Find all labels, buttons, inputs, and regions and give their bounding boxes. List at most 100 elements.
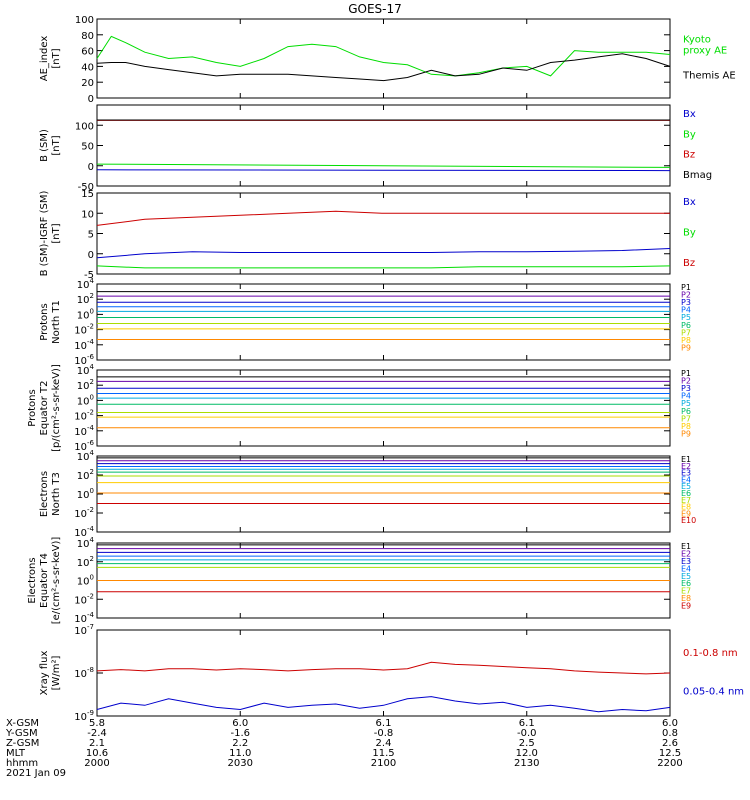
y-axis-label: Electrons (39, 471, 50, 517)
y-tick-label: 10-8 (74, 666, 94, 680)
y-axis-label: B (SM)-IGRF (SM) (39, 191, 50, 277)
legend-label: P5 (681, 399, 691, 408)
y-tick-label: 10-2 (74, 592, 94, 606)
y-tick-label: 10-4 (74, 611, 94, 625)
panel-frame (96, 104, 671, 187)
x-tick-value: 2030 (228, 758, 253, 769)
y-tick-label: 100 (77, 574, 94, 588)
series-line (96, 210, 670, 226)
series-line (96, 265, 671, 269)
x-tick-value: -0.0 (517, 728, 537, 739)
y-tick-label: 10-6 (74, 353, 94, 367)
panel-2: -50 0 50 100 B (SM) [nT] Bx By Bz Bmag (39, 104, 712, 193)
legend-label: P8 (681, 422, 691, 431)
y-tick-label: 100 (75, 15, 94, 26)
legend-label: E8 (681, 594, 691, 603)
legend-label: P6 (681, 321, 691, 330)
x-tick-value: -0.8 (374, 728, 394, 739)
x-tick-value: -1.6 (230, 728, 250, 739)
y-tick-label: 10-2 (74, 409, 94, 423)
legend-label: P7 (681, 328, 691, 337)
panel-frame (96, 192, 671, 275)
y-tick-label: 102 (77, 555, 94, 569)
series-line (96, 35, 671, 77)
legend-label: P1 (681, 283, 691, 292)
x-row-label: X-GSM (6, 718, 39, 729)
x-tick-value: 12.5 (659, 748, 681, 759)
y-axis-label: Equator T2 (39, 381, 50, 436)
y-axis-label: Protons (27, 389, 38, 426)
y-axis-label: Xray flux (39, 651, 50, 696)
y-tick-label: 50 (81, 142, 94, 153)
legend-label: P3 (681, 384, 691, 393)
legend-label: P8 (681, 336, 691, 345)
y-tick-label: 100 (77, 307, 94, 321)
figure-title: GOES-17 (348, 2, 402, 16)
panel-3: -5 0 5 10 15 B (SM)-IGRF (SM) [nT] Bx By Bz (39, 189, 696, 281)
x-tick-value: 0.8 (662, 728, 678, 739)
legend-label: Bx (683, 109, 696, 120)
legend-label: P3 (681, 298, 691, 307)
x-row-label: 2021 Jan 09 (6, 768, 66, 779)
y-axis-label: Equator T4 (39, 553, 50, 608)
legend-label: Bx (683, 197, 696, 208)
series-line (96, 696, 671, 713)
y-tick-label: 104 (77, 449, 95, 463)
x-tick-value: 2000 (84, 758, 109, 769)
legend-label: E6 (681, 579, 691, 588)
x-tick-value: 2.1 (89, 738, 105, 749)
x-tick-value: 6.1 (376, 718, 392, 729)
legend-label: P9 (681, 343, 691, 352)
y-tick-label: 20 (81, 78, 94, 89)
y-axis-label: [e/(cm²-s-sr-keV)] (51, 537, 62, 625)
x-tick-value: 12.0 (516, 748, 538, 759)
y-tick-label: 80 (81, 31, 94, 42)
y-tick-label: 10-9 (74, 709, 94, 723)
y-tick-label: 104 (77, 536, 95, 550)
series-line (96, 53, 671, 82)
y-tick-label: 0 (88, 250, 94, 261)
x-tick-value: 2.6 (662, 738, 678, 749)
legend-label: E3 (681, 557, 691, 566)
y-axis-label: [nT] (51, 223, 62, 243)
x-row-label: MLT (6, 748, 26, 759)
x-row-label: Y-GSM (5, 728, 38, 739)
y-tick-label: 15 (81, 189, 94, 200)
y-axis-label: [p/(cm²-s-sr-keV)] (51, 364, 62, 452)
legend-label: P4 (681, 306, 691, 315)
legend-label: E1 (681, 455, 691, 464)
legend-label: P6 (681, 407, 691, 416)
legend-label: E7 (681, 496, 691, 505)
y-tick-label: 10-7 (74, 623, 94, 637)
y-tick-label: 10-4 (74, 424, 94, 438)
legend-label: Kyoto (683, 35, 711, 46)
x-tick-value: 10.6 (86, 748, 108, 759)
panel-frame (96, 629, 671, 717)
legend-label: P9 (681, 429, 691, 438)
y-axis-label: North T3 (51, 472, 62, 516)
x-tick-value: 6.1 (519, 718, 535, 729)
legend-label: P5 (681, 313, 691, 322)
y-axis-label: [W/m²] (51, 655, 62, 690)
legend-label: Themis AE (682, 70, 736, 81)
legend-label: E6 (681, 489, 691, 498)
y-axis-label: Electrons (27, 557, 38, 603)
x-tick-value: 2.2 (232, 738, 248, 749)
legend-label: 0.1-0.8 nm (683, 648, 738, 659)
legend-label: P2 (681, 377, 691, 386)
y-tick-label: 10-4 (74, 338, 94, 352)
y-tick-label: 10-6 (74, 439, 94, 453)
y-axis-label: North T1 (51, 300, 62, 344)
panel-8: 10-9 10-8 10-7 Xray flux [W/m²] 0.1-0.8 nm 0.0… (39, 623, 744, 723)
x-tick-value: 6.0 (662, 718, 678, 729)
x-tick-value: -2.4 (87, 728, 107, 739)
y-axis-label: [nT] (51, 135, 62, 155)
legend-label: P2 (681, 291, 691, 300)
panel-frame (96, 283, 671, 361)
legend-label: E8 (681, 503, 691, 512)
y-axis-label: AE_index (39, 36, 50, 82)
legend-label: Bz (683, 150, 695, 161)
legend-label: E2 (681, 549, 691, 558)
